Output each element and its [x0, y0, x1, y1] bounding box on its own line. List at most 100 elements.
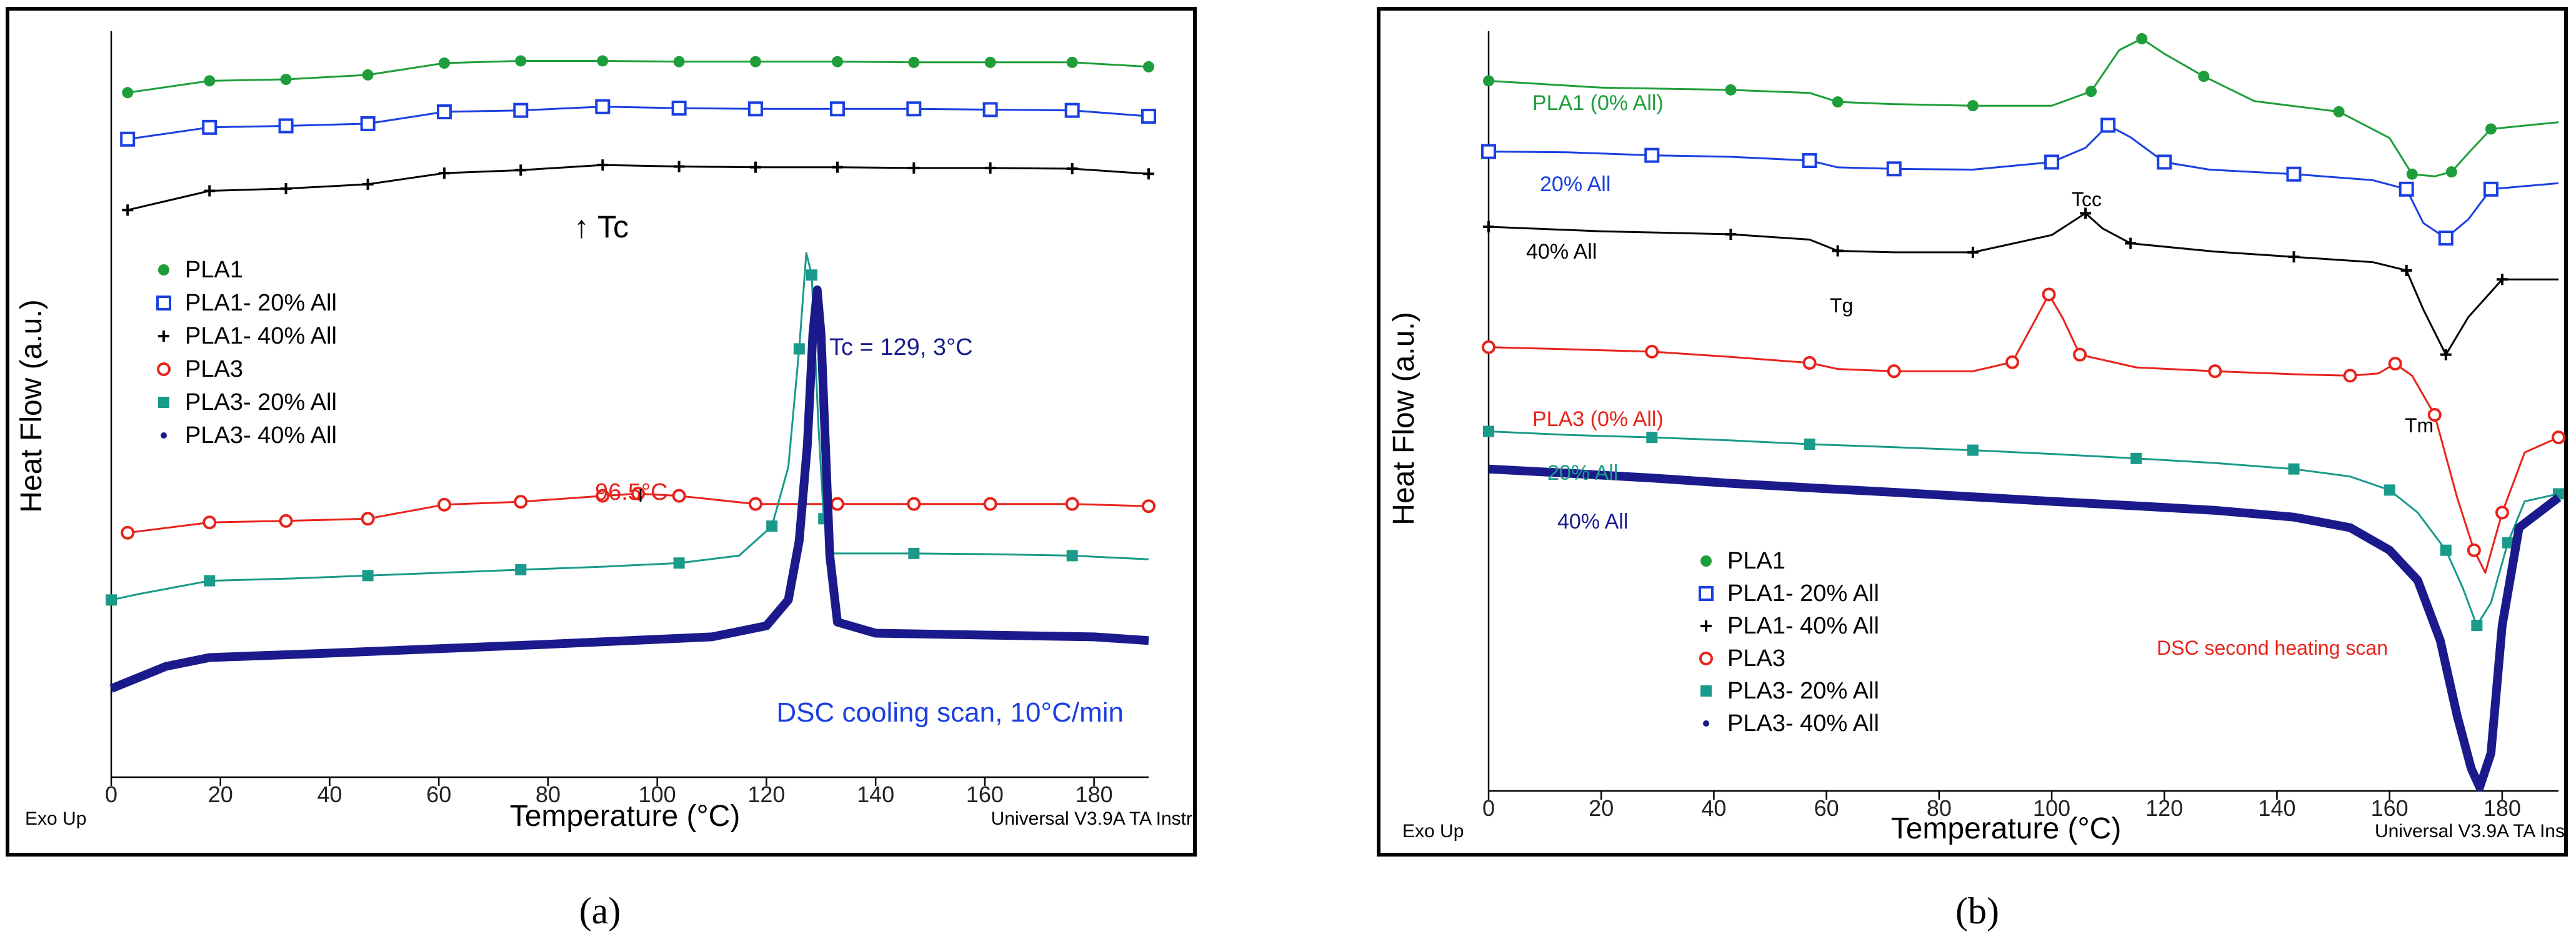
panel-b-series-pla3-point-24 — [2495, 505, 2509, 520]
legend-marker-pla1-40-all — [1700, 620, 1712, 632]
panel-a-series-pla1-40-all-point-7 — [673, 161, 685, 172]
panel-b-series-pla3-40-all — [1488, 464, 2562, 792]
panel-a-series-pla3-20-all-point-18 — [908, 547, 920, 559]
panel-b-series-pla1 — [1483, 33, 2559, 180]
panel-a-series-pla1-20-all-point-6 — [595, 99, 611, 114]
panel-a-series-pla3-point-11 — [907, 497, 921, 511]
panel-a-series-pla1-40-all-point-4 — [438, 167, 450, 179]
panel-a-series-pla1-40-all — [122, 159, 1154, 216]
panel-a-series-pla1-20-all-point-12 — [1064, 102, 1080, 118]
panel-a-series-pla3-20-all-point-6 — [515, 564, 527, 575]
panel-a-series-pla1-20-all-point-10 — [906, 101, 922, 117]
panel-a-series-pla1-20-all-point-11 — [982, 102, 998, 117]
panel-b-series-pla1-40-all-point-12 — [2288, 251, 2300, 263]
legend-label-pla1: PLA1 — [185, 257, 243, 283]
panel-a-series-pla1-40-all-point-13 — [1143, 168, 1154, 180]
panel-a-series-pla3-40-all-line — [109, 285, 1149, 693]
panel-a-series-pla1-point-3 — [362, 69, 374, 81]
panel-b-series-pla3-20-all-point-4 — [1804, 438, 1815, 450]
legend-item-pla3-40-all: PLA3- 40% All — [161, 422, 337, 449]
legend-item-pla1-20-all: PLA1- 20% All — [1699, 580, 1879, 607]
legend-label-pla3: PLA3 — [185, 356, 243, 382]
x-tick-label-40: 40 — [1701, 795, 1726, 821]
panel-b-series-pla1-point-10 — [2136, 33, 2148, 44]
curve-label-pla1-40: 40% All — [1526, 240, 1597, 264]
curve-label-pla3: PLA3 (0% All) — [1532, 407, 1664, 431]
panel-b-series-pla1-40-all-point-14 — [2400, 264, 2412, 276]
panel-b-series-pla1-point-12 — [2198, 71, 2210, 82]
panel-a-series-pla1-20-all-point-8 — [747, 101, 763, 117]
legend-item-pla3: PLA3 — [1699, 645, 1785, 672]
panel-b-series-pla1-20-all-point-10 — [2100, 117, 2116, 133]
melting-96-annotation: 96.5°C — [595, 479, 668, 505]
panel-a-series-pla3-20-all-point-8 — [673, 557, 685, 569]
panel-a-series-pla1-point-4 — [438, 57, 450, 69]
tm-annotation: Tm — [2405, 414, 2434, 437]
panel-b-series-pla1-point-8 — [2085, 86, 2097, 97]
panel-b-series-pla1-20-all-point-12 — [2157, 154, 2172, 170]
panel-b-series-pla3-point-0 — [1482, 340, 1495, 354]
panel-b-exo-up: Exo Up — [1402, 821, 1464, 842]
panel-b-series-pla3-point-2 — [1645, 344, 1659, 359]
panel-a-series-pla3-point-9 — [748, 497, 762, 511]
panel-a-series-pla1-20-all — [120, 99, 1156, 147]
legend-marker-pla3-40-all — [1703, 720, 1709, 727]
panel-b-series-pla3 — [1482, 287, 2565, 574]
panel-a-series-pla1-40-all-point-11 — [984, 162, 996, 174]
panel-b-series-pla3-20-all-point-0 — [1483, 425, 1494, 437]
panel-b-series-pla1-20-all — [1481, 117, 2559, 246]
chart-panel-b: 0 20 40 60 80 100 120 140 160 180 Temperature (°C… — [1377, 7, 2568, 932]
x-tick-label-180: 180 — [2484, 795, 2521, 821]
panel-b-series-pla3-point-14 — [2208, 364, 2222, 379]
panel-a-series-pla1-40-all-point-8 — [749, 161, 761, 173]
panel-b-legend: PLA1 PLA1- 20% All PLA1- 40% All PLA3 PLA3- … — [1699, 548, 1879, 737]
panel-a-series-pla1-point-11 — [984, 56, 996, 68]
panel-b-series-pla3-20-all-point-10 — [2288, 463, 2300, 475]
legend-item-pla3-40-all: PLA3- 40% All — [1703, 710, 1879, 737]
tcc-annotation: Tcc — [2072, 188, 2102, 211]
panel-a-series-pla3-point-13 — [1065, 497, 1079, 511]
x-tick-label-0: 0 — [1482, 795, 1495, 821]
panel-b-series-pla1-line — [1488, 37, 2559, 177]
curve-label-pla1: PLA1 (0% All) — [1532, 91, 1664, 115]
panel-b-series-pla1-20-all-line — [1488, 124, 2559, 239]
panel-a-series-pla1-40-all-point-5 — [515, 164, 527, 176]
panel-a-series-pla1-40-all-point-1 — [204, 185, 216, 197]
panel-a-series-pla1-point-5 — [515, 55, 527, 67]
panel-a-series-pla1-40-all-point-2 — [280, 182, 292, 194]
panel-a-series-pla3-20-all-line — [111, 252, 1149, 601]
panel-a-series-pla3-20-all-point-0 — [106, 594, 117, 606]
panel-a-series — [106, 55, 1156, 693]
panel-a-series-pla1-20-all-point-5 — [513, 102, 529, 118]
panel-b-series-pla3-20-all — [1483, 425, 2564, 632]
panel-b-series-pla3-40-all-line — [1488, 464, 2562, 792]
panel-a-series-pla1-40-all-point-12 — [1066, 163, 1078, 175]
panel-b-series-pla1-20-all-point-14 — [2286, 166, 2302, 182]
panel-a-label: (a) — [579, 890, 621, 932]
panel-b-series-pla3-point-26 — [2552, 430, 2565, 445]
panel-a-y-label: Heat Flow (a.u.) — [15, 299, 48, 512]
legend-label-pla3-40-all: PLA3- 40% All — [185, 422, 337, 449]
legend-label-pla1-40-all: PLA1- 40% All — [185, 323, 337, 349]
legend-marker-pla1 — [1700, 555, 1712, 567]
legend-item-pla3-20-all: PLA3- 20% All — [158, 389, 337, 415]
panel-a-series-pla3-point-2 — [279, 514, 293, 528]
panel-a-series-pla1-point-9 — [832, 56, 843, 67]
legend-marker-pla1-20-all — [1699, 586, 1714, 601]
panel-a-series-pla1-point-12 — [1066, 56, 1078, 68]
x-tick-label-180: 180 — [1076, 782, 1113, 807]
panel-a-series-pla1-20-all-point-2 — [278, 118, 294, 134]
panel-b-series-pla1-40-all-point-0 — [1483, 221, 1494, 232]
legend-label-pla1-20-all: PLA1- 20% All — [185, 290, 337, 316]
panel-a-series-pla1-point-7 — [673, 56, 685, 67]
panel-b-series-pla3-20-all-point-12 — [2384, 484, 2395, 496]
panel-b-series-pla1-20-all-point-18 — [2438, 231, 2454, 246]
panel-a-series-pla3-20-all-point-10 — [766, 520, 778, 532]
panel-a-series-pla1-20-all-point-9 — [830, 101, 845, 117]
legend-item-pla1: PLA1 — [158, 257, 243, 283]
legend-label-pla1: PLA1 — [1727, 548, 1785, 574]
panel-a-series-pla3-20-all-point-2 — [204, 575, 216, 587]
x-tick-label-100: 100 — [2033, 795, 2070, 821]
panel-a-series-pla1-point-6 — [597, 55, 609, 67]
